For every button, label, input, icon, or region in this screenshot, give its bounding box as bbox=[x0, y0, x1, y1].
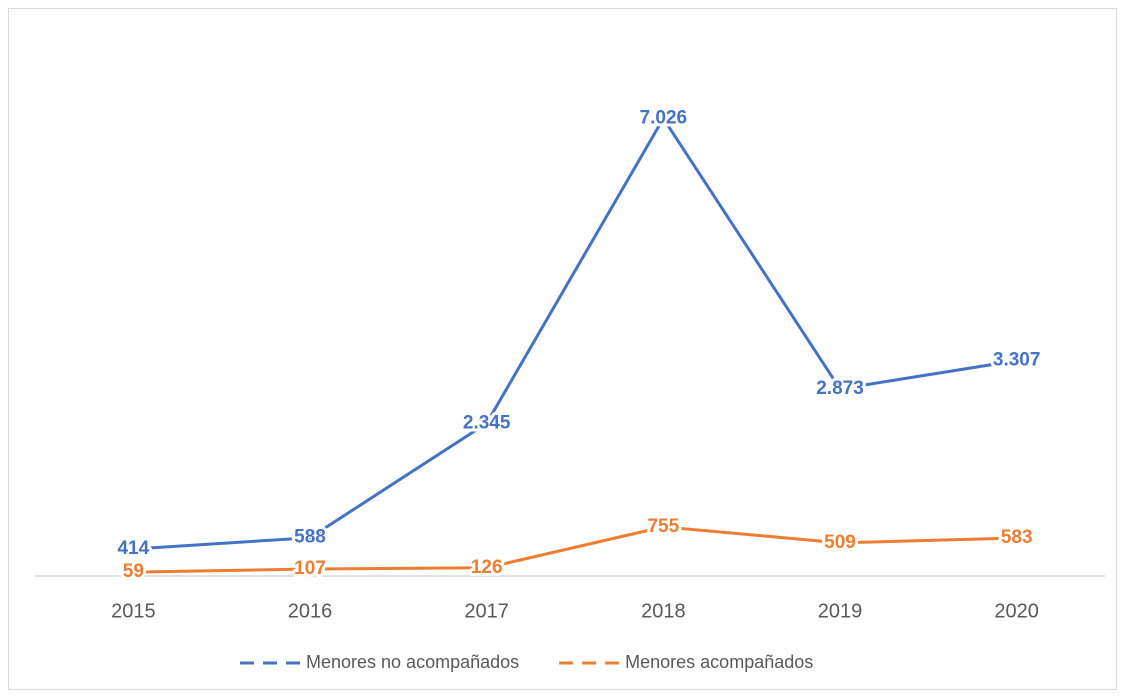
data-label: 2.873 bbox=[816, 378, 864, 399]
x-tick-label: 2015 bbox=[111, 600, 156, 622]
data-label: 126 bbox=[471, 557, 503, 578]
legend-label: Menores no acompañados bbox=[306, 652, 519, 672]
data-label: 414 bbox=[117, 538, 149, 559]
data-label: 3.307 bbox=[993, 350, 1041, 371]
x-tick-label: 2017 bbox=[464, 600, 509, 622]
data-label: 588 bbox=[294, 527, 326, 548]
x-tick-label: 2019 bbox=[818, 600, 863, 622]
x-tick-label: 2020 bbox=[994, 600, 1039, 622]
chart-border bbox=[8, 8, 1117, 690]
series-line bbox=[133, 525, 1017, 574]
x-tick-label: 2018 bbox=[641, 600, 686, 622]
data-label: 755 bbox=[647, 516, 679, 537]
data-label: 509 bbox=[824, 532, 856, 553]
legend-label: Menores acompañados bbox=[625, 652, 813, 672]
x-tick-label: 2016 bbox=[288, 600, 333, 622]
data-label: 107 bbox=[294, 558, 326, 579]
data-label: 7.026 bbox=[640, 107, 688, 128]
series-line bbox=[133, 116, 1017, 551]
data-label: 583 bbox=[1001, 527, 1033, 548]
data-label: 59 bbox=[123, 561, 144, 582]
data-label: 2.345 bbox=[463, 412, 511, 433]
